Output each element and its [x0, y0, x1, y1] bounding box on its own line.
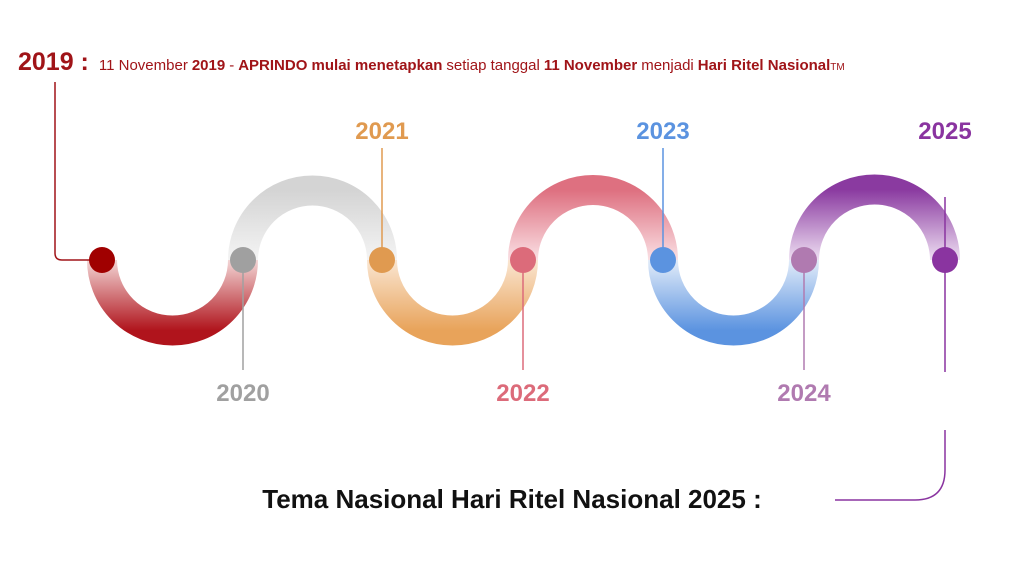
- header-segment: APRINDO mulai menetapkan: [238, 57, 443, 74]
- node-dot: [230, 247, 256, 273]
- header-segment: 11 November: [543, 57, 638, 74]
- node-dot: [791, 247, 817, 273]
- node-dot: [510, 247, 536, 273]
- year-label: 2020: [216, 380, 269, 407]
- year-label: 2022: [496, 380, 549, 407]
- year-label: 2021: [355, 118, 408, 145]
- header-segment: Hari Ritel Nasional: [697, 57, 831, 74]
- year-label: 2023: [636, 118, 689, 145]
- header-segment: 2019: [191, 57, 226, 74]
- wave-segment: [228, 175, 397, 261]
- nodes: 2020 2021 2022 2023 2024 2025: [216, 118, 971, 407]
- year-label: 2024: [777, 380, 831, 407]
- node-dot: [369, 247, 395, 273]
- wave-segment: [367, 259, 538, 346]
- node-dot: [650, 247, 676, 273]
- header-segment: setiap tanggal: [446, 57, 540, 74]
- year-label: 2025: [918, 118, 971, 145]
- node-dot: [932, 247, 958, 273]
- footer-text: Tema Nasional Hari Ritel Nasional 2025 :: [262, 484, 761, 514]
- header-segment: TM: [830, 62, 845, 73]
- header-label: 2019 :: [18, 48, 89, 76]
- header-segment: menjadi: [641, 57, 694, 74]
- wave: [87, 174, 960, 346]
- wave-segment: [508, 175, 678, 261]
- wave-segment: [789, 174, 960, 261]
- header-description: 11 November 2019- APRINDO mulai menetapkan…: [99, 57, 845, 74]
- header: 2019 : 11 November 2019- APRINDO mulai men…: [18, 48, 845, 77]
- header-segment: -: [229, 57, 235, 74]
- connector: [54, 82, 102, 261]
- wave-segment: [648, 259, 819, 346]
- node-dot: [89, 247, 115, 273]
- header-segment: 11 November: [98, 57, 188, 74]
- wave-segment: [87, 259, 258, 346]
- connector: [835, 430, 946, 501]
